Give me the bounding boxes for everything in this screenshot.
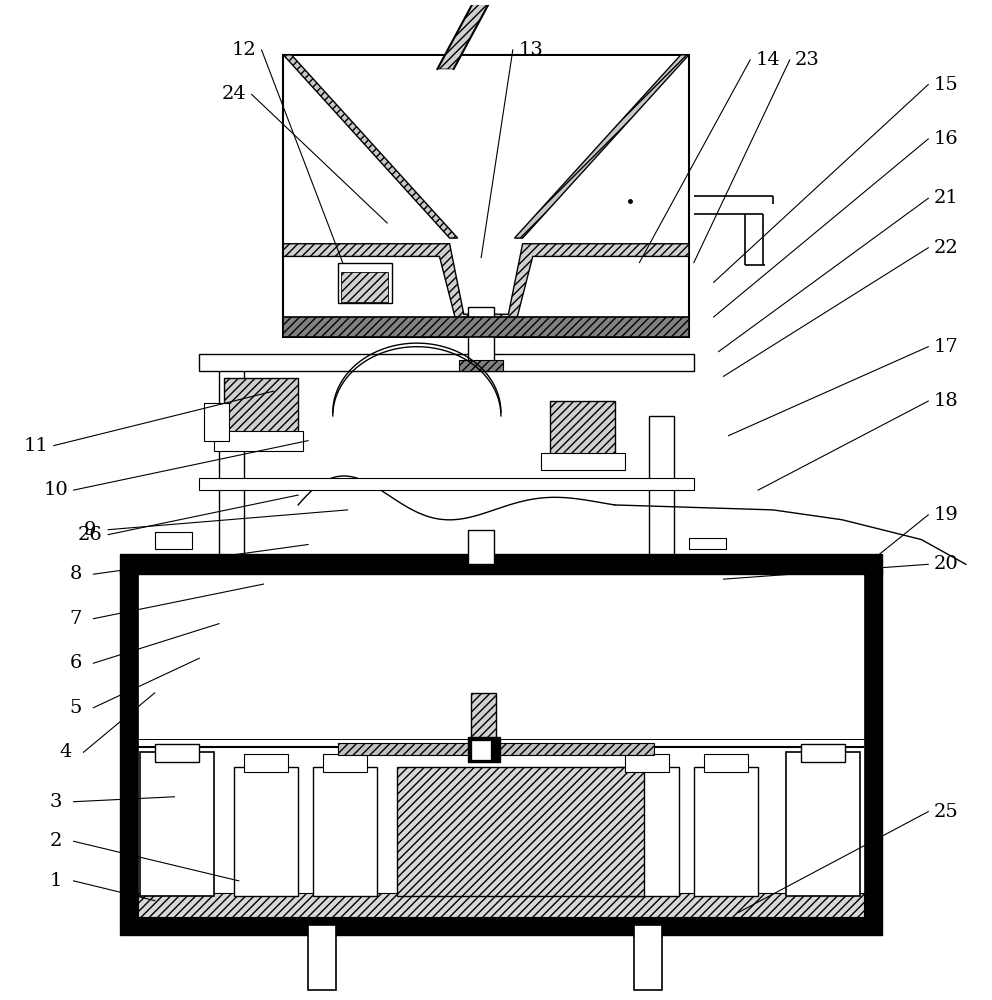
Bar [459,360,503,371]
Bar [541,453,625,470]
Bar [322,754,367,772]
Bar [688,538,726,549]
Text: 6: 6 [69,654,81,672]
Text: 18: 18 [933,392,958,410]
Bar [551,401,615,465]
Text: 2: 2 [50,832,62,850]
Bar [140,752,214,896]
Text: 16: 16 [933,130,958,148]
Bar [472,741,490,759]
Text: 1: 1 [50,872,62,890]
Bar [284,317,688,337]
Bar [650,416,674,554]
Bar [244,754,289,772]
Text: 22: 22 [933,239,958,257]
Bar [199,478,693,490]
Text: 10: 10 [44,481,68,499]
Bar [703,754,748,772]
Text: 24: 24 [221,85,246,103]
Text: 14: 14 [756,51,781,69]
Bar [138,569,864,917]
Bar [199,354,693,371]
Bar [801,744,845,762]
Text: 3: 3 [50,793,62,811]
Polygon shape [284,244,688,320]
Bar [468,737,500,762]
Text: 11: 11 [24,437,49,455]
Text: 7: 7 [69,610,81,628]
Bar [471,693,496,747]
Bar [155,744,199,762]
Bar [219,366,244,554]
Text: 13: 13 [518,41,543,59]
Text: 12: 12 [231,41,256,59]
Bar [234,767,299,896]
Bar [284,55,688,337]
Text: 19: 19 [933,506,958,524]
Polygon shape [284,55,457,238]
Polygon shape [437,0,493,69]
Text: 26: 26 [78,526,103,544]
Bar [309,925,335,990]
Bar [337,743,655,755]
Bar [224,378,299,436]
Text: 15: 15 [933,76,958,94]
Bar [693,767,758,896]
Bar [313,767,377,896]
Bar [468,530,494,564]
Bar [289,56,683,241]
Text: 21: 21 [933,189,958,207]
Bar [625,754,670,772]
Text: 23: 23 [796,51,820,69]
Bar [786,752,860,896]
Text: 9: 9 [84,521,96,539]
Polygon shape [515,55,688,238]
Bar [337,263,392,303]
Bar [120,569,882,935]
Bar [615,767,679,896]
Text: 8: 8 [69,565,81,583]
Bar [155,532,192,549]
Bar [340,272,388,302]
Bar [138,893,864,917]
Text: 5: 5 [69,699,81,717]
Bar [468,307,494,366]
Bar [204,403,229,441]
Text: 25: 25 [933,803,958,821]
Text: 4: 4 [60,743,71,761]
Bar [635,925,663,990]
Bar [397,767,645,896]
Bar [120,554,882,574]
Bar [214,431,304,451]
Text: 17: 17 [933,338,958,356]
Text: 20: 20 [933,555,958,573]
